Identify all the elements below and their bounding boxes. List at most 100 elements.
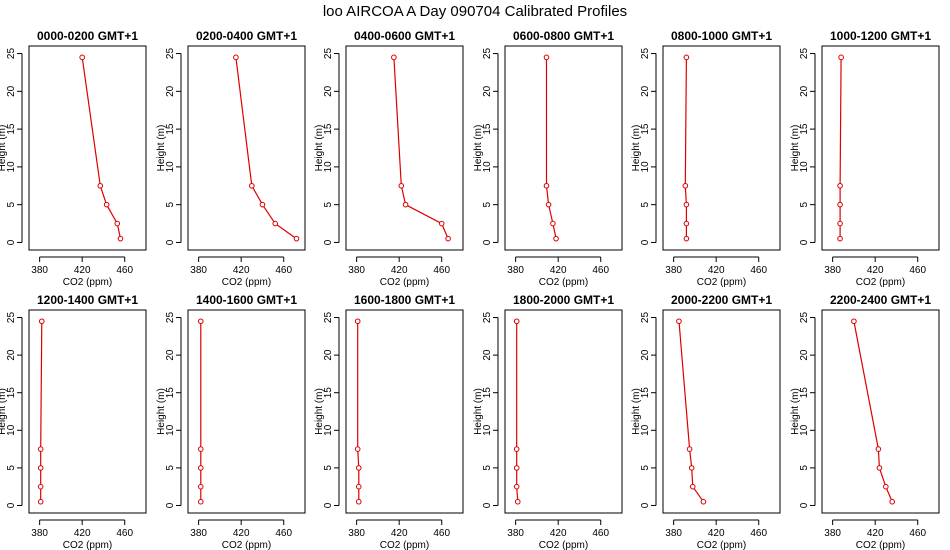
x-tick-label: 380 <box>348 528 365 539</box>
y-tick-label: 15 <box>165 387 176 399</box>
x-axis-label: CO2 (ppm) <box>856 277 905 288</box>
x-tick-label: 460 <box>433 528 450 539</box>
data-point <box>545 201 552 208</box>
y-tick-label: 25 <box>640 312 651 324</box>
y-tick-label: 20 <box>799 85 810 97</box>
x-tick-label: 460 <box>750 265 767 276</box>
y-tick-label: 20 <box>6 349 17 361</box>
data-point <box>354 318 361 325</box>
data-point <box>543 182 550 189</box>
x-tick-label: 420 <box>867 265 884 276</box>
data-point <box>683 220 690 227</box>
data-point <box>683 235 690 242</box>
x-tick-label: 420 <box>233 528 250 539</box>
panel-8: 1400-1600 GMT+1 380 420 460 CO2 (ppm) 0 5 10 15 2… <box>156 293 306 550</box>
data-point <box>355 465 362 471</box>
plot-frame <box>345 309 464 514</box>
y-tick-label: 5 <box>323 465 334 471</box>
data-point <box>103 201 110 208</box>
y-tick-label: 10 <box>482 424 493 436</box>
x-tick-label: 460 <box>592 528 609 539</box>
y-tick-label: 0 <box>6 502 17 508</box>
x-tick-label: 460 <box>909 528 926 539</box>
data-point <box>889 498 896 505</box>
y-tick-label: 25 <box>165 48 176 60</box>
data-point <box>700 498 707 505</box>
panel-6: 1000-1200 GMT+1 380 420 460 CO2 (ppm) 0 5 10 15 2… <box>790 29 940 288</box>
y-tick-label: 20 <box>640 349 651 361</box>
y-tick-label: 25 <box>165 312 176 324</box>
x-tick-label: 460 <box>750 528 767 539</box>
y-tick-label: 10 <box>323 161 334 173</box>
y-tick-label: 0 <box>323 502 334 508</box>
plot-frame <box>821 45 940 251</box>
y-tick-label: 10 <box>482 161 493 173</box>
panel-4: 0600-0800 GMT+1 380 420 460 CO2 (ppm) 0 5 10 15 2… <box>473 29 623 288</box>
plot-frame <box>662 45 781 251</box>
x-tick-label: 460 <box>116 528 133 539</box>
x-tick-label: 380 <box>31 265 48 276</box>
data-point <box>402 201 409 208</box>
y-tick-label: 20 <box>640 85 651 97</box>
x-axis-label: CO2 (ppm) <box>856 540 905 550</box>
y-tick-label: 25 <box>6 312 17 324</box>
y-axis-label: Height (m) <box>790 388 801 435</box>
x-tick-label: 460 <box>275 265 292 276</box>
x-tick-label: 420 <box>550 265 567 276</box>
y-tick-label: 15 <box>640 123 651 135</box>
y-tick-label: 10 <box>165 424 176 436</box>
y-axis-label: Height (m) <box>0 125 8 172</box>
data-point <box>438 220 445 227</box>
panel-title: 1400-1600 GMT+1 <box>196 293 297 307</box>
x-tick-label: 420 <box>867 528 884 539</box>
data-point <box>683 54 690 61</box>
y-tick-label: 10 <box>640 424 651 436</box>
panel-5: 0800-1000 GMT+1 380 420 460 CO2 (ppm) 0 5 10 15 2… <box>631 29 781 288</box>
plot-frame <box>187 309 306 514</box>
y-tick-label: 25 <box>482 312 493 324</box>
y-tick-label: 20 <box>323 349 334 361</box>
data-point <box>837 220 843 227</box>
panel-title: 0600-0800 GMT+1 <box>513 29 614 43</box>
y-tick-label: 5 <box>323 201 334 207</box>
y-tick-label: 0 <box>799 239 810 245</box>
y-tick-label: 5 <box>482 201 493 207</box>
panel-7: 1200-1400 GMT+1 380 420 460 CO2 (ppm) 0 5 10 15 2… <box>0 293 147 550</box>
data-point <box>851 318 857 325</box>
y-tick-label: 25 <box>482 48 493 60</box>
y-tick-label: 20 <box>482 349 493 361</box>
y-tick-label: 0 <box>482 239 493 245</box>
panel-11: 2000-2200 GMT+1 380 420 460 CO2 (ppm) 0 5 10 15 2… <box>631 293 781 550</box>
y-tick-label: 20 <box>799 349 810 361</box>
data-point <box>37 498 44 505</box>
plot-frame <box>504 45 623 251</box>
plot-frame <box>28 309 147 514</box>
y-tick-label: 15 <box>482 387 493 399</box>
y-tick-label: 25 <box>799 312 810 324</box>
x-tick-label: 460 <box>275 528 292 539</box>
data-point <box>513 465 520 471</box>
y-tick-label: 15 <box>323 123 334 135</box>
y-tick-label: 5 <box>482 465 493 471</box>
y-tick-label: 10 <box>6 424 17 436</box>
data-point <box>686 446 693 452</box>
data-point <box>688 465 695 471</box>
data-point <box>445 235 451 242</box>
y-tick-label: 10 <box>323 424 334 436</box>
data-point <box>837 182 843 189</box>
data-point <box>197 465 204 471</box>
y-tick-label: 10 <box>799 424 810 436</box>
data-point <box>197 318 204 325</box>
x-tick-label: 460 <box>116 265 133 276</box>
data-point <box>682 182 689 189</box>
data-point <box>513 318 520 325</box>
data-point <box>79 54 85 61</box>
y-tick-label: 0 <box>6 239 17 245</box>
y-axis-label: Height (m) <box>631 125 642 172</box>
x-axis-label: CO2 (ppm) <box>539 540 588 550</box>
data-point <box>117 235 124 242</box>
y-tick-label: 15 <box>6 387 17 399</box>
y-tick-label: 10 <box>799 161 810 173</box>
data-point <box>97 182 104 189</box>
